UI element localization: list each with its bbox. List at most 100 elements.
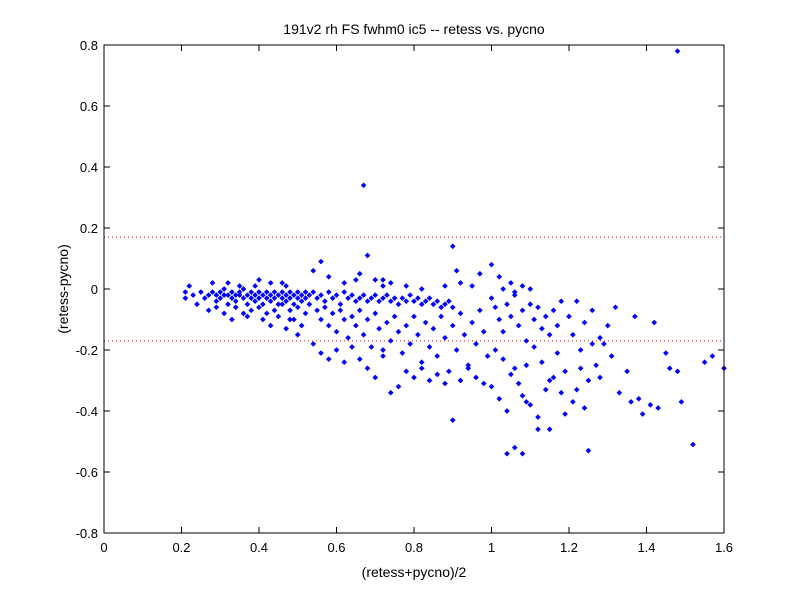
data-point (504, 408, 510, 414)
data-point (252, 298, 258, 305)
data-point (597, 374, 603, 381)
data-point (403, 368, 410, 375)
data-point (678, 399, 685, 405)
x-tick-label: 0.8 (405, 540, 423, 555)
data-point (550, 307, 557, 314)
data-point (624, 368, 630, 375)
data-point (550, 374, 557, 381)
data-point (318, 350, 324, 356)
data-point (387, 338, 394, 344)
data-point (244, 301, 251, 308)
data-point (554, 322, 561, 329)
data-point (337, 301, 344, 308)
data-point (232, 298, 239, 305)
data-point (632, 313, 638, 320)
data-point (403, 322, 410, 329)
plot-area (104, 45, 724, 533)
data-point (213, 298, 220, 305)
data-point (573, 298, 580, 305)
data-point (430, 325, 437, 332)
data-point (248, 295, 255, 301)
data-point (674, 368, 681, 375)
data-point (426, 344, 433, 350)
data-point (198, 289, 204, 295)
y-tick-label: -0.8 (76, 526, 98, 541)
data-point (449, 304, 456, 311)
data-point (449, 243, 456, 250)
data-point (457, 280, 464, 286)
data-point (500, 286, 506, 292)
data-point (213, 304, 220, 311)
data-point (337, 307, 344, 314)
data-point (504, 301, 510, 308)
data-point (302, 289, 309, 295)
data-point (422, 319, 429, 326)
data-point (345, 295, 351, 301)
data-point (190, 292, 196, 298)
data-point (267, 322, 274, 329)
data-point (279, 301, 286, 308)
data-point (360, 292, 367, 298)
data-point (182, 295, 189, 301)
data-point (302, 295, 309, 301)
data-point (523, 362, 530, 369)
data-point (477, 270, 483, 277)
data-point (325, 289, 332, 295)
data-point (182, 289, 189, 295)
data-point (372, 310, 379, 317)
data-point (260, 316, 266, 323)
data-point (500, 356, 506, 362)
data-point (666, 365, 673, 372)
data-point (411, 313, 417, 320)
data-point (488, 295, 495, 301)
data-point (322, 298, 328, 305)
data-point (306, 292, 313, 298)
data-point (442, 334, 448, 341)
data-point (407, 292, 413, 298)
x-tick-label: 1.6 (715, 540, 733, 555)
data-point (407, 341, 413, 347)
data-point (616, 389, 623, 396)
data-point (368, 344, 375, 350)
chart-title: 191v2 rh FS fwhm0 ic5 -- retess vs. pycn… (283, 21, 545, 37)
data-point (395, 328, 402, 335)
data-point (267, 292, 274, 298)
data-point (446, 298, 452, 305)
data-point (329, 295, 336, 301)
data-point (558, 389, 565, 396)
data-point (531, 344, 537, 350)
data-point (306, 301, 313, 308)
data-point (341, 316, 348, 323)
data-point (438, 304, 444, 311)
data-point (496, 273, 503, 280)
data-point (380, 295, 386, 301)
data-point (275, 313, 282, 320)
data-point (232, 304, 239, 311)
data-point (581, 405, 588, 411)
data-point (597, 334, 603, 341)
data-point (480, 380, 487, 387)
data-point (294, 289, 301, 295)
data-point (399, 350, 406, 356)
data-point (229, 289, 235, 295)
data-point (542, 386, 549, 393)
data-point (542, 313, 549, 320)
data-point (225, 280, 231, 286)
data-point (380, 347, 386, 353)
data-point (225, 292, 231, 298)
data-point (372, 277, 379, 283)
data-point (601, 341, 607, 347)
data-point (434, 298, 441, 305)
data-point (294, 331, 301, 338)
data-point (236, 292, 243, 298)
data-point (570, 399, 576, 405)
data-point (628, 399, 634, 405)
data-point (515, 322, 522, 329)
data-point (434, 353, 441, 359)
data-points (182, 48, 727, 457)
data-point (205, 307, 212, 314)
data-point (318, 316, 324, 323)
data-point (539, 359, 545, 366)
data-point (267, 280, 274, 286)
data-point (418, 286, 425, 292)
